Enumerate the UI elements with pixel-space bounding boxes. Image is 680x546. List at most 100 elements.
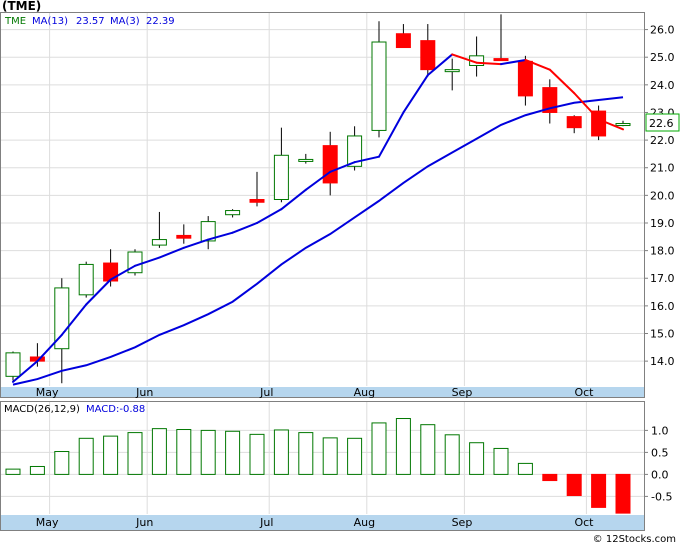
ma3-line-segment xyxy=(329,161,356,173)
candle-body xyxy=(591,110,607,137)
macd-bar-positive xyxy=(78,437,94,475)
macd-bar-negative xyxy=(591,473,607,508)
last-price-box xyxy=(645,113,680,132)
price-ytick-label: 18.0 xyxy=(650,245,675,258)
legend-ma13-value: 23.57 xyxy=(76,16,105,27)
price-ytick-label: 25.0 xyxy=(650,51,675,64)
macd-bar-positive xyxy=(371,422,387,475)
macd-y-axis: -0.5 0.0 0.5 1.0 xyxy=(644,424,672,503)
up-candle xyxy=(151,211,167,248)
price-xtick-label: Aug xyxy=(354,386,375,399)
price-ytick-label: 15.0 xyxy=(650,328,675,341)
macd-bar-negative xyxy=(566,473,582,497)
macd-xtick-label: Oct xyxy=(574,516,594,529)
macd-bar-positive xyxy=(444,434,460,475)
candle-body xyxy=(517,60,533,97)
up-candle xyxy=(371,21,387,138)
macd-bars xyxy=(5,418,631,514)
macd-bar-positive xyxy=(420,424,436,475)
price-ytick-label: 20.0 xyxy=(650,189,675,202)
down-candle xyxy=(420,24,436,77)
macd-bar-positive xyxy=(151,428,167,475)
ma3-line-segment xyxy=(500,58,527,66)
macd-bar-positive xyxy=(249,433,265,475)
up-candle xyxy=(200,216,216,250)
price-ytick-label: 14.0 xyxy=(650,355,675,368)
last-price-marker: 22.6 xyxy=(645,113,680,132)
macd-bar-positive xyxy=(322,437,338,475)
price-date-band xyxy=(1,387,644,397)
up-candle xyxy=(298,153,314,164)
price-ytick-label: 22.0 xyxy=(650,134,675,147)
candle-body xyxy=(225,210,241,216)
down-candle xyxy=(249,171,265,207)
price-xtick-label: Oct xyxy=(574,386,594,399)
macd-ytick-label: 1.0 xyxy=(651,424,669,437)
candle-body xyxy=(395,33,411,49)
down-candle xyxy=(591,105,607,141)
candle-body xyxy=(347,135,363,167)
ma3-line-segment xyxy=(280,188,307,211)
ticker-title: (TME) xyxy=(2,0,41,13)
macd-xtick-label: Sep xyxy=(452,516,473,529)
macd-bar-positive xyxy=(395,418,411,475)
ma3-line-segment xyxy=(12,360,39,383)
macd-bar-positive xyxy=(29,465,45,475)
price-ytick-label: 17.0 xyxy=(650,272,675,285)
moving-average-lines xyxy=(12,53,624,386)
macd-bar-positive xyxy=(347,437,363,475)
macd-bar-positive xyxy=(5,468,21,475)
macd-x-axis: May Jun Jul Aug Sep Oct xyxy=(36,516,594,529)
candle-body xyxy=(322,145,338,184)
ma3-line-segment xyxy=(134,256,161,267)
ma3-line-segment xyxy=(256,208,283,224)
up-candle xyxy=(5,351,21,381)
macd-bar-positive xyxy=(54,451,70,475)
ma3-line-segment xyxy=(573,92,600,121)
ma3-line-segment xyxy=(158,246,185,259)
price-xtick-label: Jul xyxy=(259,386,273,399)
ma3-line-segment xyxy=(85,278,112,306)
price-ytick-label: 16.0 xyxy=(650,300,675,313)
price-ytick-label: 19.0 xyxy=(650,217,675,230)
candle-body xyxy=(249,199,265,203)
down-candle xyxy=(542,79,558,124)
candle-body xyxy=(542,87,558,113)
last-price-label: 22.6 xyxy=(649,117,674,130)
candle-body xyxy=(371,41,387,131)
down-candle xyxy=(493,14,509,62)
ma3-line-segment xyxy=(353,155,380,164)
ma3-line-segment xyxy=(109,264,136,281)
legend-ma13-label: MA(13) xyxy=(32,16,68,27)
ma3-line-segment xyxy=(207,231,234,241)
up-candle xyxy=(54,278,70,384)
ma3-line-segment xyxy=(475,61,502,66)
legend-ma3-label: MA(3) xyxy=(110,16,140,27)
down-candle xyxy=(176,224,192,244)
ma3-line-segment xyxy=(426,53,454,77)
candle-body xyxy=(273,154,289,200)
up-candle xyxy=(444,58,460,91)
price-xtick-label: Sep xyxy=(452,386,473,399)
macd-bar-positive xyxy=(103,435,119,475)
candle-body xyxy=(151,239,167,246)
macd-bar-positive xyxy=(225,430,241,475)
ma3-line-segment xyxy=(524,58,551,71)
down-candle xyxy=(566,115,582,134)
up-candle xyxy=(615,120,631,127)
macd-xtick-label: Jul xyxy=(259,516,273,529)
candle-body xyxy=(54,287,70,350)
ma13-line xyxy=(12,96,624,386)
candle-body xyxy=(200,221,216,242)
price-y-axis: 14.015.016.017.018.019.020.021.022.023.0… xyxy=(644,24,675,368)
down-candle xyxy=(395,24,411,49)
macd-bar-positive xyxy=(176,429,192,475)
price-x-axis: May Jun Jul Aug Sep Oct xyxy=(36,386,594,399)
ma3-line-segment xyxy=(36,333,63,363)
copyright: © 12Stocks.com xyxy=(593,534,676,545)
up-candle xyxy=(225,209,241,218)
candle-body xyxy=(615,123,631,127)
macd-bar-positive xyxy=(493,447,509,475)
macd-ytick-label: 0.0 xyxy=(651,468,669,481)
